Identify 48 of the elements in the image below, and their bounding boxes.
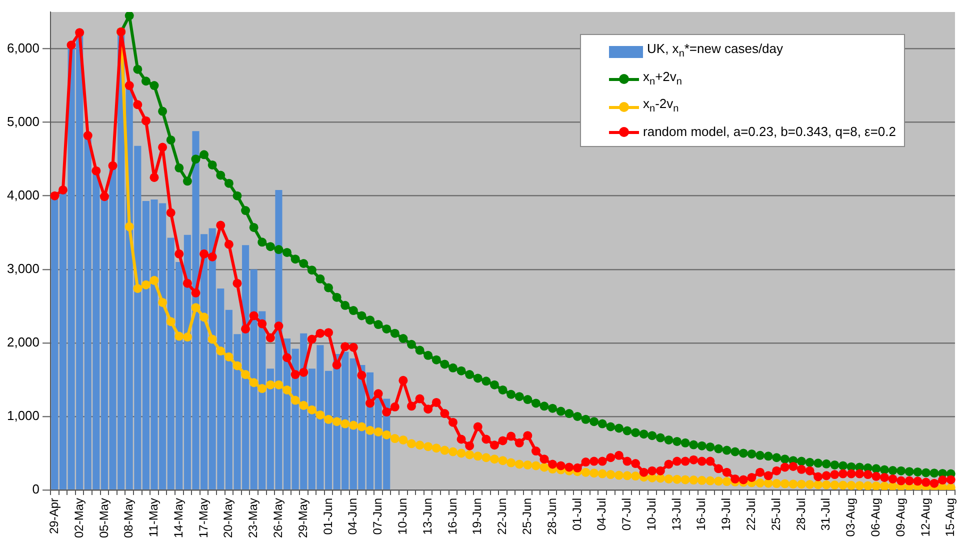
x-tick-label: 01-Jun	[320, 498, 335, 535]
x-tick-label: 16-Jul	[694, 498, 708, 531]
y-tick-label: 4,000	[6, 187, 40, 202]
x-tick-label: 29-May	[296, 498, 310, 538]
y-tick-label: 2,000	[6, 334, 40, 350]
x-tick-label: 08-May	[122, 498, 136, 538]
x-tick-label: 10-Jul	[644, 498, 658, 531]
y-tick-label: 3,000	[6, 260, 40, 276]
legend-label: x$_{n}$+2v$_{n}$	[643, 68, 682, 90]
x-tick-label: 26-May	[271, 498, 286, 538]
x-tick-label: 31-Jul	[818, 498, 833, 531]
x-tick-label: 04-Jul	[594, 498, 609, 531]
x-tick-label: 07-Jun	[370, 498, 385, 535]
x-tick-label: 10-Jun	[396, 498, 410, 535]
x-tick-label: 20-May	[221, 498, 236, 538]
x-tick-label: 02-May	[72, 498, 86, 538]
x-tick-label: 22-Jun	[495, 498, 510, 535]
x-tick-label: 25-Jul	[768, 498, 783, 531]
x-tick-label: 01-Jul	[570, 498, 584, 531]
x-tick-label: 23-May	[246, 498, 260, 538]
x-tick-label: 29-Apr	[46, 498, 61, 534]
y-tick-label: 5,000	[6, 114, 40, 129]
x-tick-label: 25-Jun	[520, 498, 534, 535]
legend-label: UK, x$_{n}$*=new cases/day	[647, 40, 784, 62]
x-tick-label: 28-Jun	[544, 498, 559, 535]
x-tick-label: 13-Jun	[420, 498, 434, 535]
y-tick-label: 0	[32, 482, 40, 497]
x-tick-label: 13-Jul	[669, 498, 684, 531]
legend-label: random model, a=0.23, b=0.343, q=8, ε=0.2	[643, 122, 896, 141]
x-tick-label: 14-May	[171, 498, 186, 538]
y-tick-label: 6,000	[6, 40, 40, 56]
x-tick-label: 19-Jun	[470, 498, 484, 535]
x-tick-label: 09-Aug	[893, 498, 908, 537]
x-tick-label: 15-Aug	[943, 498, 958, 537]
y-tick-label: 1,000	[6, 408, 40, 424]
x-tick-label: 05-May	[96, 498, 111, 538]
x-tick-label: 04-Jun	[346, 498, 360, 535]
x-tick-label: 03-Aug	[844, 498, 858, 537]
x-tick-label: 16-Jun	[445, 498, 460, 535]
x-tick-label: 06-Aug	[868, 498, 882, 537]
x-tick-label: 12-Aug	[918, 498, 932, 537]
x-tick-label: 07-Jul	[620, 498, 634, 531]
x-tick-label: 19-Jul	[719, 498, 734, 531]
x-tick-label: 17-May	[196, 498, 210, 538]
x-tick-label: 11-May	[146, 498, 161, 538]
x-tick-label: 22-Jul	[744, 498, 758, 531]
legend-label: x$_{n}$-2v$_{n}$	[643, 95, 679, 117]
x-tick-label: 28-Jul	[794, 498, 808, 531]
